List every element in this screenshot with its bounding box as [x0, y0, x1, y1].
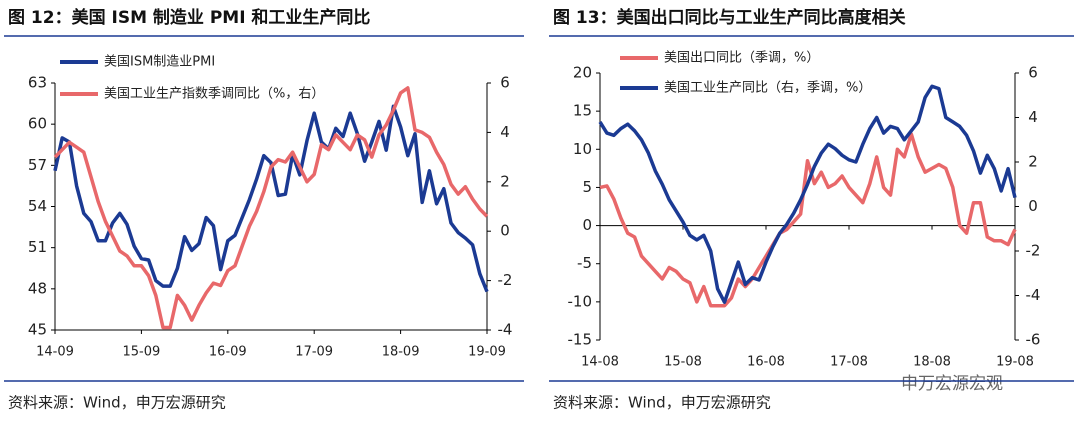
series-line [598, 84, 1017, 304]
series-line [53, 104, 489, 293]
y2-tick-label: 6 [500, 74, 510, 92]
y-tick-label: 60 [28, 115, 47, 133]
y2-tick-label: -4 [1026, 286, 1041, 304]
y-tick-label: 63 [28, 74, 47, 92]
y2-tick-label: 0 [500, 222, 510, 240]
y-tick-label: 10 [573, 140, 592, 158]
y-tick-label: 0 [582, 216, 592, 234]
x-tick-label: 17-09 [295, 345, 333, 360]
y2-tick-label: 4 [1028, 108, 1038, 126]
chart-title: 图 13：美国出口同比与工业生产同比高度相关 [553, 7, 906, 28]
source-note: 资料来源：Wind，申万宏源研究 [553, 394, 771, 412]
y-tick-label: -10 [568, 292, 593, 310]
source-note: 资料来源：Wind，申万宏源研究 [8, 394, 226, 412]
x-tick-label: 18-09 [382, 345, 420, 360]
y-tick-label: -15 [568, 331, 593, 349]
x-tick-label: 19-08 [996, 355, 1034, 370]
y2-tick-label: 4 [500, 123, 510, 141]
x-tick-label: 16-08 [747, 355, 785, 370]
x-tick-label: 14-09 [36, 345, 74, 360]
y-tick-label: 45 [28, 321, 47, 339]
y2-tick-label: 6 [1028, 64, 1038, 82]
x-tick-label: 15-08 [664, 355, 702, 370]
y-tick-label: 15 [573, 102, 592, 120]
y2-tick-label: 2 [500, 172, 510, 190]
y-tick-label: 48 [28, 279, 47, 297]
y-tick-label: 51 [28, 238, 47, 256]
y-tick-label: 5 [582, 178, 592, 196]
y-tick-label: 54 [28, 197, 47, 215]
legend-label: 美国出口同比（季调，%） [664, 51, 819, 66]
x-tick-label: 14-08 [581, 355, 619, 370]
series-line [53, 86, 489, 330]
x-tick-label: 17-08 [830, 355, 868, 370]
y2-tick-label: -6 [1026, 331, 1041, 349]
legend-label: 美国工业生产同比（右，季调，%） [664, 81, 871, 96]
y-tick-label: 57 [28, 156, 47, 174]
y-tick-label: -5 [577, 254, 592, 272]
x-tick-label: 16-09 [209, 345, 247, 360]
y2-tick-label: -2 [498, 271, 513, 289]
y2-tick-label: -4 [498, 321, 513, 339]
x-tick-label: 19-09 [468, 345, 506, 360]
y2-tick-label: 0 [1028, 197, 1038, 215]
series-line [599, 132, 1017, 308]
y2-tick-label: -2 [1026, 242, 1041, 260]
legend-label: 美国工业生产指数季调同比（%，右） [104, 87, 324, 102]
y2-tick-label: 2 [1028, 153, 1038, 171]
watermark: 申万宏源宏观 [901, 374, 1003, 394]
legend-label: 美国ISM制造业PMI [104, 55, 215, 70]
y-tick-label: 20 [573, 64, 592, 82]
chart-title: 图 12：美国 ISM 制造业 PMI 和工业生产同比 [8, 7, 370, 28]
x-tick-label: 15-09 [123, 345, 161, 360]
x-tick-label: 18-08 [913, 355, 951, 370]
